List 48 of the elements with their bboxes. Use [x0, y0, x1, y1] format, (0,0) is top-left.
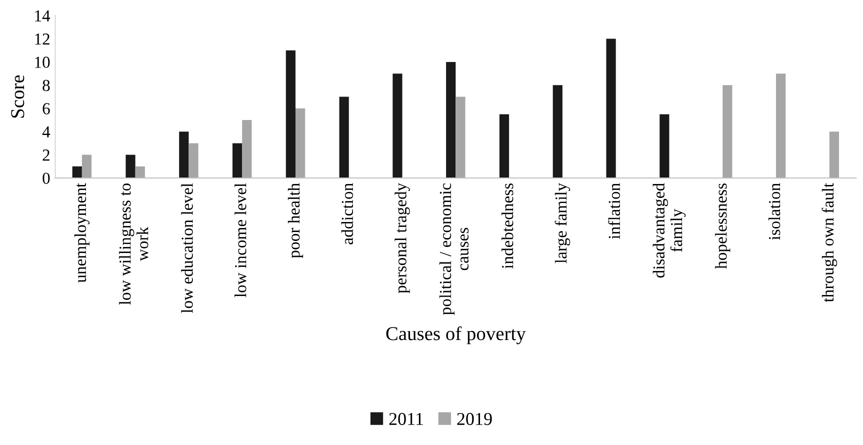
y-tick-label: 8	[42, 80, 50, 92]
y-tick-label: 2	[42, 150, 50, 161]
bar	[135, 166, 145, 178]
x-tick-label: indebtedness	[502, 183, 514, 269]
bar	[286, 50, 296, 178]
x-axis-title: Causes of poverty	[386, 326, 526, 344]
x-tick-label: disadvantaged family	[652, 183, 686, 278]
bar	[232, 143, 242, 178]
x-tick-label: isolation	[768, 183, 780, 240]
x-tick-label: unemployment	[74, 182, 90, 283]
bar	[499, 114, 510, 178]
bar	[72, 166, 82, 178]
x-tick-label: political / economic causes	[439, 183, 469, 315]
bar	[606, 38, 616, 178]
bar	[242, 120, 252, 178]
bar	[126, 154, 136, 178]
bar	[392, 74, 402, 178]
x-tick-label: addiction	[341, 183, 354, 244]
y-axis-title: Score	[11, 75, 24, 118]
legend-label: 2019	[457, 412, 492, 426]
bar	[82, 154, 92, 178]
x-tick-label: personal tragedy	[394, 182, 410, 294]
bar	[446, 62, 456, 178]
x-tick-label: low education level	[181, 183, 193, 314]
y-tick-label: 14	[35, 10, 50, 22]
bar	[188, 143, 198, 178]
legend-label: 2011	[389, 412, 423, 426]
y-tick-label: 4	[42, 126, 50, 138]
bar	[456, 96, 466, 178]
bar	[722, 85, 732, 178]
y-tick-label: 12	[35, 34, 50, 45]
bar	[295, 108, 306, 178]
x-tick-label: inflation	[608, 183, 620, 239]
bar	[829, 132, 840, 178]
x-tick-label: through own fault	[822, 182, 838, 302]
x-tick-label: large family	[554, 182, 570, 264]
bar	[339, 96, 349, 178]
x-tick-label: poor health	[288, 183, 304, 258]
x-tick-label: hopelessness	[715, 183, 730, 269]
x-tick-label: low willingness to work	[119, 184, 148, 305]
bar	[660, 114, 670, 178]
bar	[179, 132, 189, 178]
y-tick-label: 0	[42, 172, 50, 184]
y-tick-label: 10	[35, 56, 50, 68]
y-tick-label: 6	[42, 103, 50, 114]
x-tick-label: low income level	[234, 183, 246, 298]
bar	[776, 74, 786, 178]
bar	[552, 85, 562, 178]
